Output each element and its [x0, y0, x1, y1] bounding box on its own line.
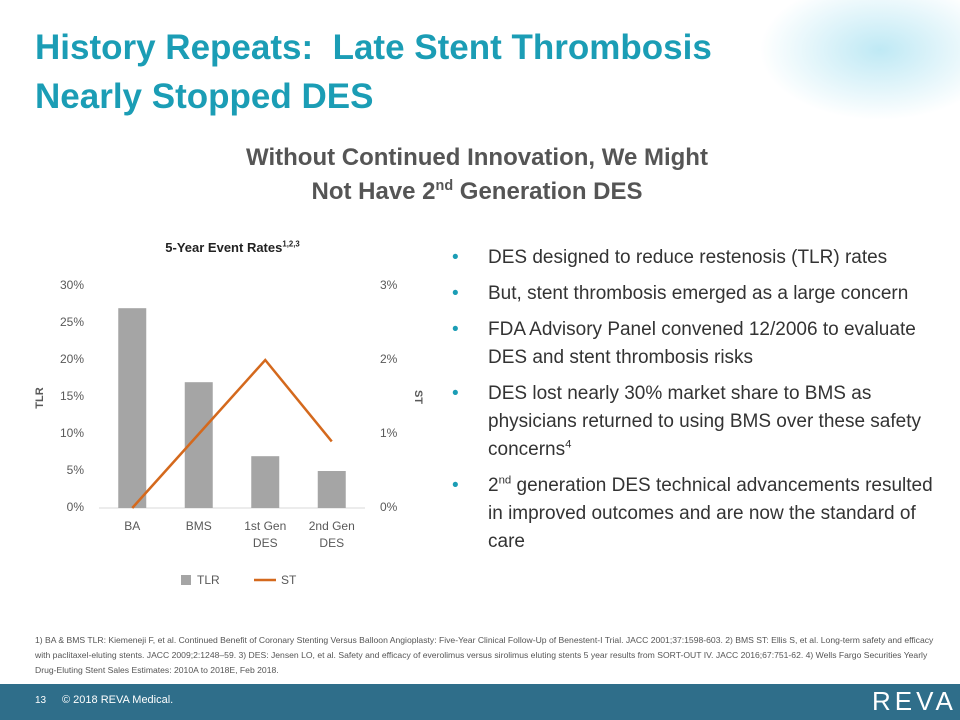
x-tick-label: BMS — [185, 519, 212, 533]
x-tick-label: 2nd Gen DES — [308, 519, 355, 550]
text-run: Generation DES — [453, 178, 643, 205]
chart-title: 5-Year Event Rates1,2,3 — [100, 240, 365, 255]
text-run: DES designed to reduce restenosis (TLR) … — [488, 247, 888, 268]
bullet: DES lost nearly 30% market share to BMS … — [450, 380, 935, 464]
y-tick-label: 20% — [60, 352, 84, 366]
y-axis-label: TLR — [34, 387, 46, 408]
superscript: nd — [498, 474, 512, 487]
bullet: FDA Advisory Panel convened 12/2006 to e… — [450, 316, 935, 372]
bullet: 2nd generation DES technical advancement… — [450, 472, 935, 556]
legend-swatch — [181, 575, 191, 585]
footnotes: 1) BA & BMS TLR: Kiemeneji F, et al. Con… — [35, 635, 934, 675]
y-tick-label: 25% — [60, 315, 84, 329]
superscript: 4 — [565, 438, 572, 451]
y-tick-label: 10% — [60, 426, 84, 440]
text-run: FDA Advisory Panel convened 12/2006 to e… — [488, 319, 916, 368]
text-run: 2 — [488, 475, 499, 496]
title-line: History Repeats: Late Stent Thrombosis — [35, 28, 712, 67]
text-run: DES lost nearly 30% market share to BMS … — [488, 383, 922, 460]
y-tick-label: 30% — [60, 278, 84, 292]
y2-tick-label: 2% — [380, 352, 398, 366]
bullet: DES designed to reduce restenosis (TLR) … — [450, 244, 935, 272]
footer-bar — [0, 684, 960, 720]
bullet: But, stent thrombosis emerged as a large… — [450, 280, 935, 308]
title-line: Nearly Stopped DES — [35, 77, 374, 116]
bar — [118, 308, 147, 508]
bar — [317, 471, 346, 508]
text-run: generation DES technical advancements re… — [488, 475, 933, 552]
text-run: Not Have 2 — [311, 178, 436, 205]
y2-tick-label: 0% — [380, 500, 398, 514]
copyright: © 2018 REVA Medical. — [62, 694, 174, 706]
line-series — [131, 358, 333, 509]
x-tick-label: 1st Gen DES — [244, 519, 287, 550]
superscript: nd — [435, 178, 454, 194]
chart-title-text: 5-Year Event Rates — [165, 240, 283, 255]
bar — [251, 456, 280, 508]
text-run: But, stent thrombosis emerged as a large… — [488, 283, 909, 304]
subtitle-line: Not Have 2nd Generation DES — [150, 175, 804, 209]
y-tick-label: 0% — [67, 500, 85, 514]
y2-axis-label: ST — [412, 390, 424, 404]
subtitle-line: Without Continued Innovation, We Might — [246, 144, 708, 171]
y2-tick-label: 1% — [380, 426, 398, 440]
page-number: 13 — [35, 695, 47, 706]
chart-title-ref: 1,2,3 — [282, 239, 300, 249]
logo: REVA — [872, 686, 957, 716]
y-tick-label: 5% — [67, 463, 85, 477]
legend-label: ST — [281, 573, 297, 587]
y2-tick-label: 3% — [380, 278, 398, 292]
legend-label: TLR — [197, 573, 220, 587]
bullet-list: DES designed to reduce restenosis (TLR) … — [450, 244, 935, 564]
y-tick-label: 15% — [60, 389, 84, 403]
x-tick-label: BA — [124, 519, 141, 533]
decoration — [760, 0, 960, 120]
